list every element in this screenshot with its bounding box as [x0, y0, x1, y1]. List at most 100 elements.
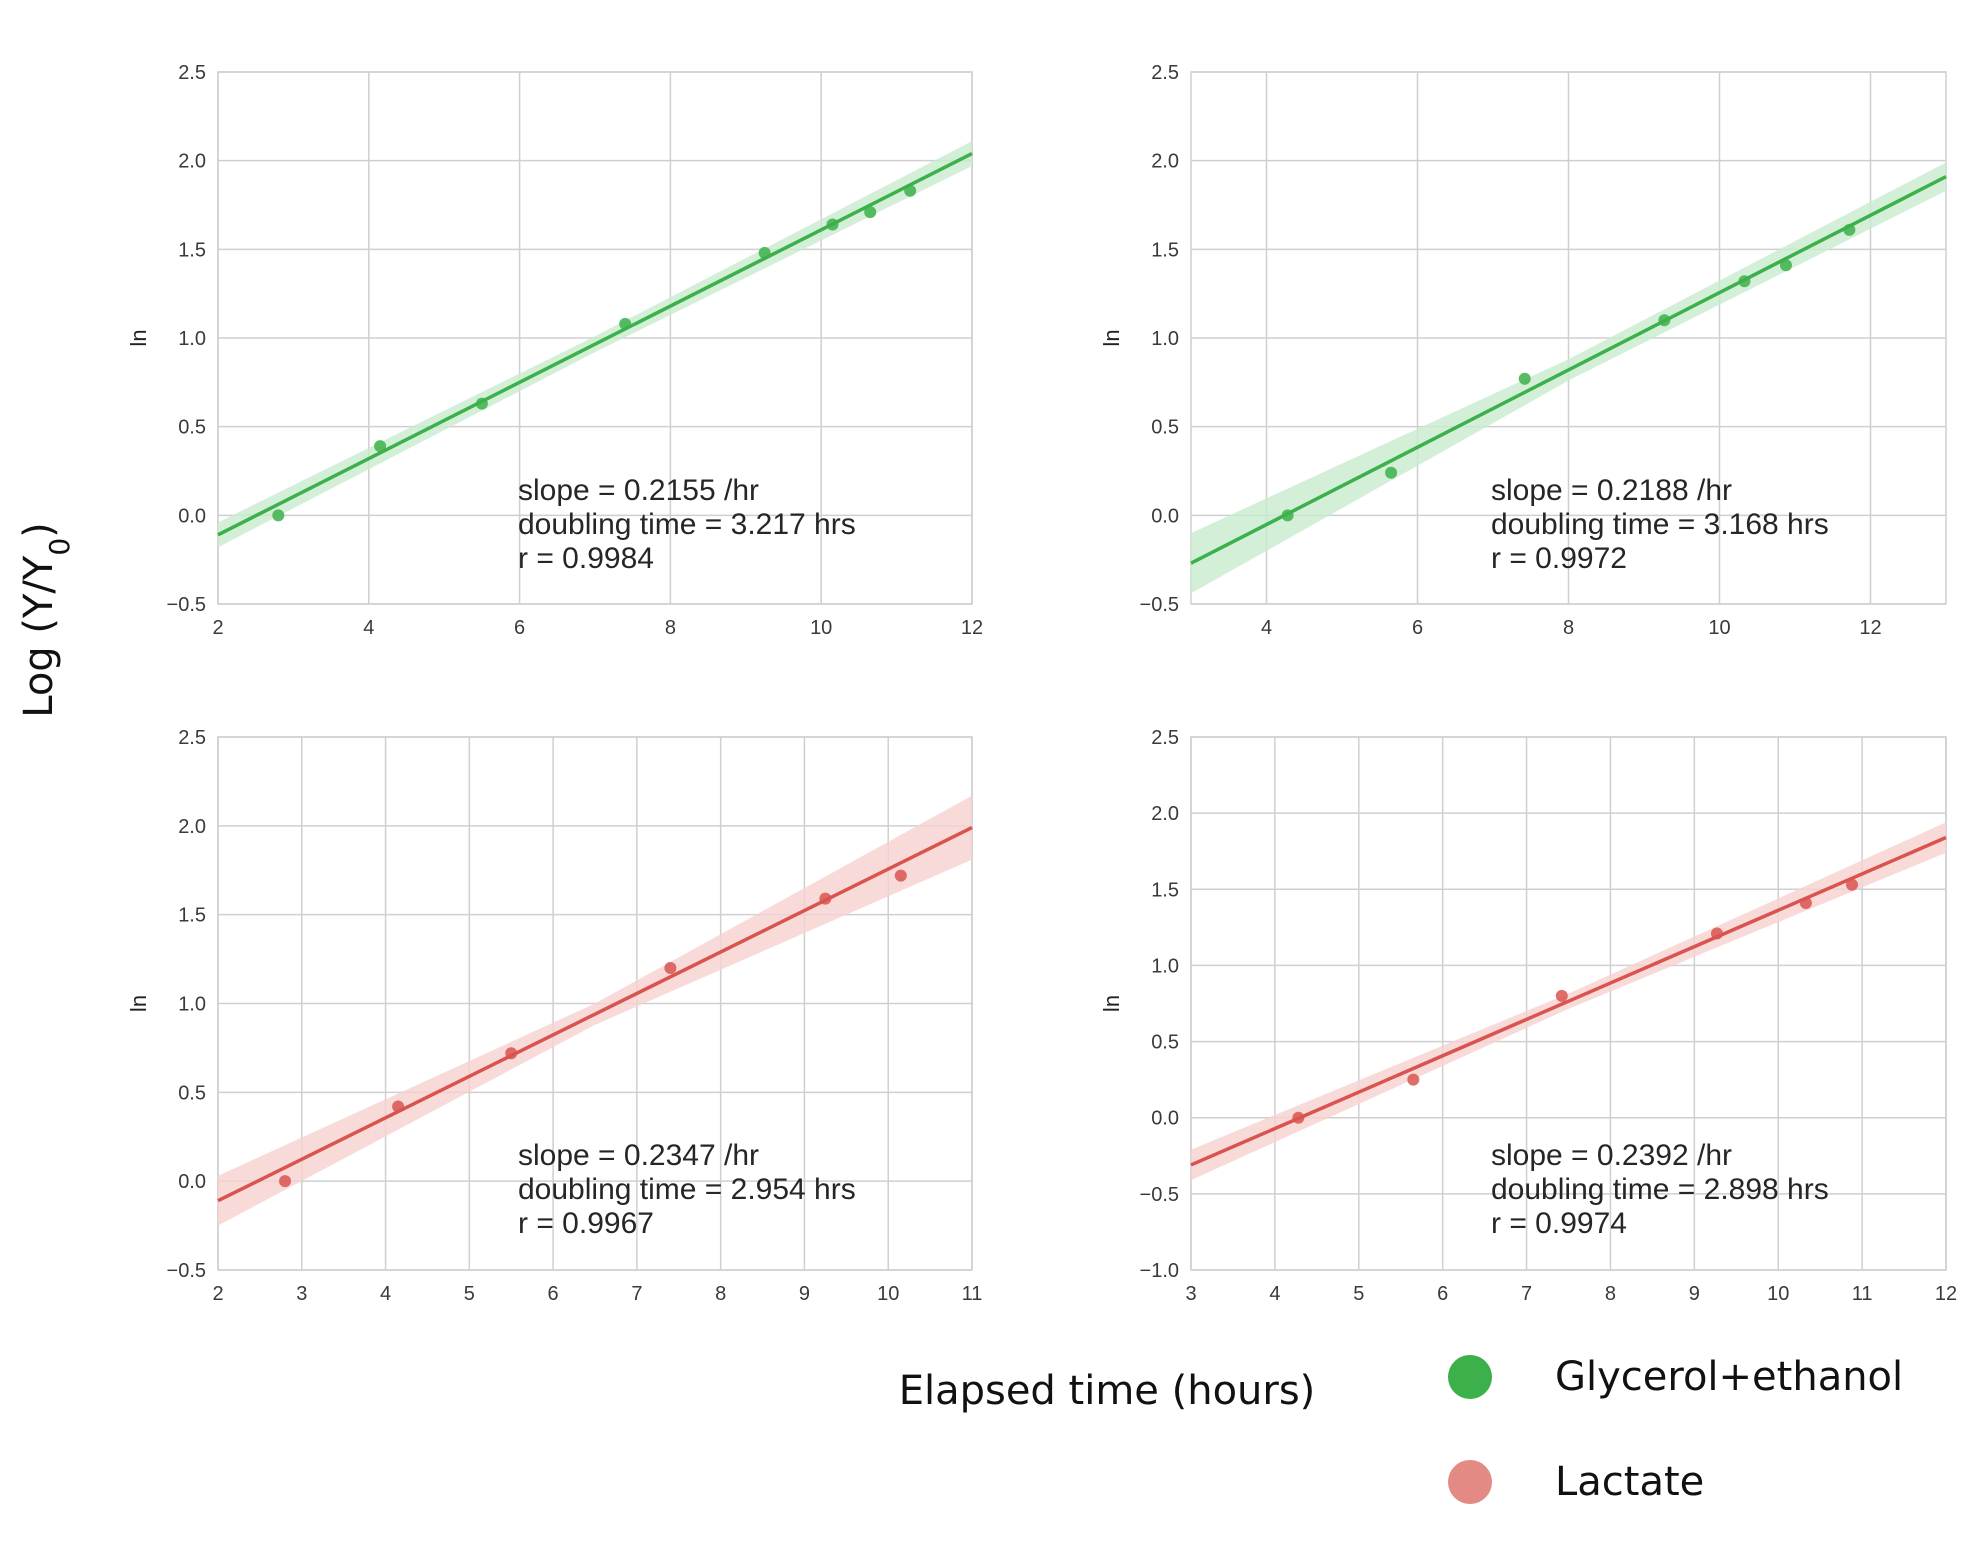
x-tick-label: 4 — [380, 1283, 391, 1305]
x-tick-label: 5 — [464, 1283, 475, 1305]
data-point — [904, 184, 917, 197]
y-tick-label: 0.0 — [1151, 505, 1179, 527]
panel-top-left: 2 4 6 8 10 12 −0.5 0.0 0.5 1.0 1.5 2.0 2.5 ln slope = … — [126, 62, 983, 639]
data-point — [864, 206, 877, 219]
x-tick-label: 2 — [212, 617, 223, 639]
figure-ylabel-close: ) — [16, 522, 62, 538]
x-tick-label: 8 — [1605, 1283, 1616, 1305]
data-point — [664, 961, 677, 974]
regression-line — [217, 152, 973, 537]
plot-frame — [217, 736, 973, 1271]
axis-ylabel: ln — [1099, 995, 1124, 1012]
y-tick-label: 1.0 — [178, 328, 206, 350]
y-tick-label: 0.0 — [1151, 1108, 1179, 1130]
y-tick-label: 0.5 — [1151, 417, 1179, 439]
x-tick-label: 9 — [799, 1283, 810, 1305]
data-point — [758, 246, 771, 259]
x-tick-label: 3 — [1185, 1283, 1196, 1305]
confidence-band — [1191, 162, 1946, 594]
data-point — [272, 509, 285, 522]
y-tick-label: 2.5 — [1151, 727, 1179, 749]
data-point — [1710, 927, 1723, 940]
confidence-band — [218, 795, 972, 1226]
y-tick-label: 1.0 — [1151, 955, 1179, 977]
y-tick-label: 0.0 — [178, 1171, 206, 1193]
data-point — [1658, 314, 1671, 327]
fit-annotation-line: r = 0.9974 — [1491, 1207, 1627, 1240]
x-tick-label: 4 — [363, 617, 374, 639]
data-point — [819, 892, 832, 905]
x-tick-label: 8 — [715, 1283, 726, 1305]
panel-bottom-left: 2 3 4 5 6 7 8 9 10 11 −0.5 0.0 0.5 1.0 1.5 2.0 2.5 ln slop… — [126, 727, 982, 1305]
y-tick-label: 1.0 — [178, 994, 206, 1016]
figure-xlabel: Elapsed time (hours) — [899, 1368, 1316, 1414]
y-tick-label: 1.0 — [1151, 328, 1179, 350]
x-tick-label: 8 — [665, 617, 676, 639]
x-tick-label: 7 — [631, 1283, 642, 1305]
fit-annotation-line: doubling time = 3.168 hrs — [1491, 508, 1829, 541]
legend-marker-glycerol-ethanol — [1448, 1355, 1492, 1399]
x-tick-label: 5 — [1353, 1283, 1364, 1305]
data-point — [475, 397, 488, 410]
y-tick-label: 2.5 — [178, 727, 206, 749]
x-tick-label: 12 — [1935, 1283, 1957, 1305]
plot-frame — [1190, 71, 1947, 605]
y-tick-label: −0.5 — [167, 1260, 206, 1282]
x-tick-label: 11 — [962, 1283, 983, 1305]
y-tick-label: 2.5 — [1151, 62, 1179, 84]
regression-line — [1190, 835, 1947, 1167]
data-point — [1846, 878, 1859, 891]
fit-annotation-line: doubling time = 2.954 hrs — [518, 1173, 856, 1206]
fit-annotation-line: slope = 0.2188 /hr — [1491, 474, 1732, 507]
figure-ylabel-subscript: 0 — [43, 538, 76, 556]
axis-ylabel: ln — [126, 329, 151, 346]
data-point — [1407, 1073, 1420, 1086]
y-tick-label: 2.0 — [1151, 803, 1179, 825]
data-point — [1738, 275, 1751, 288]
y-tick-label: 0.0 — [178, 505, 206, 527]
y-tick-label: 1.5 — [1151, 879, 1179, 901]
figure-ylabel: Log (Y/Y0) — [16, 522, 76, 718]
legend-marker-lactate — [1448, 1460, 1492, 1504]
y-tick-label: 1.5 — [178, 239, 206, 261]
x-tick-label: 6 — [514, 617, 525, 639]
fit-annotation-line: r = 0.9984 — [518, 542, 654, 575]
x-tick-label: 10 — [877, 1283, 899, 1305]
data-point — [1779, 259, 1792, 272]
x-tick-label: 4 — [1261, 617, 1272, 639]
y-tick-label: 2.0 — [178, 816, 206, 838]
data-point — [279, 1175, 292, 1188]
y-tick-label: −1.0 — [1140, 1260, 1179, 1282]
fit-annotation-line: slope = 0.2347 /hr — [518, 1139, 759, 1172]
y-tick-label: 0.5 — [1151, 1032, 1179, 1054]
panel-top-right: 4 6 8 10 12 −0.5 0.0 0.5 1.0 1.5 2.0 2.5 ln slope = 0… — [1099, 62, 1947, 639]
regression-line — [1190, 175, 1947, 565]
data-point — [894, 869, 907, 882]
y-tick-label: 2.5 — [178, 62, 206, 84]
plot-frame — [217, 71, 973, 605]
data-point — [1555, 989, 1568, 1002]
y-tick-label: 1.5 — [1151, 239, 1179, 261]
y-tick-label: −0.5 — [167, 594, 206, 616]
fit-annotation-line: r = 0.9967 — [518, 1207, 654, 1240]
x-tick-label: 7 — [1521, 1283, 1532, 1305]
data-point — [826, 218, 839, 231]
figure-ylabel-main: Log (Y/Y — [16, 555, 62, 718]
x-tick-label: 10 — [1767, 1283, 1789, 1305]
legend: Glycerol+ethanol Lactate — [1448, 1354, 1903, 1505]
x-tick-label: 9 — [1689, 1283, 1700, 1305]
x-tick-label: 6 — [548, 1283, 559, 1305]
panel-bottom-right: 3 4 5 6 7 8 9 10 11 12 −1.0 −0.5 0.0 0.5 1.0 1.5 2.0 2.5 l… — [1099, 727, 1957, 1305]
legend-label-lactate: Lactate — [1555, 1459, 1704, 1505]
data-point — [1518, 372, 1531, 385]
axis-ylabel: ln — [1099, 329, 1124, 346]
y-tick-label: −0.5 — [1140, 1184, 1179, 1206]
x-tick-label: 3 — [296, 1283, 307, 1305]
y-tick-label: 0.5 — [178, 417, 206, 439]
data-point — [1385, 466, 1398, 479]
fit-annotation-line: doubling time = 3.217 hrs — [518, 508, 856, 541]
data-point — [1281, 509, 1294, 522]
x-tick-label: 10 — [1708, 617, 1730, 639]
data-point — [1292, 1111, 1305, 1124]
